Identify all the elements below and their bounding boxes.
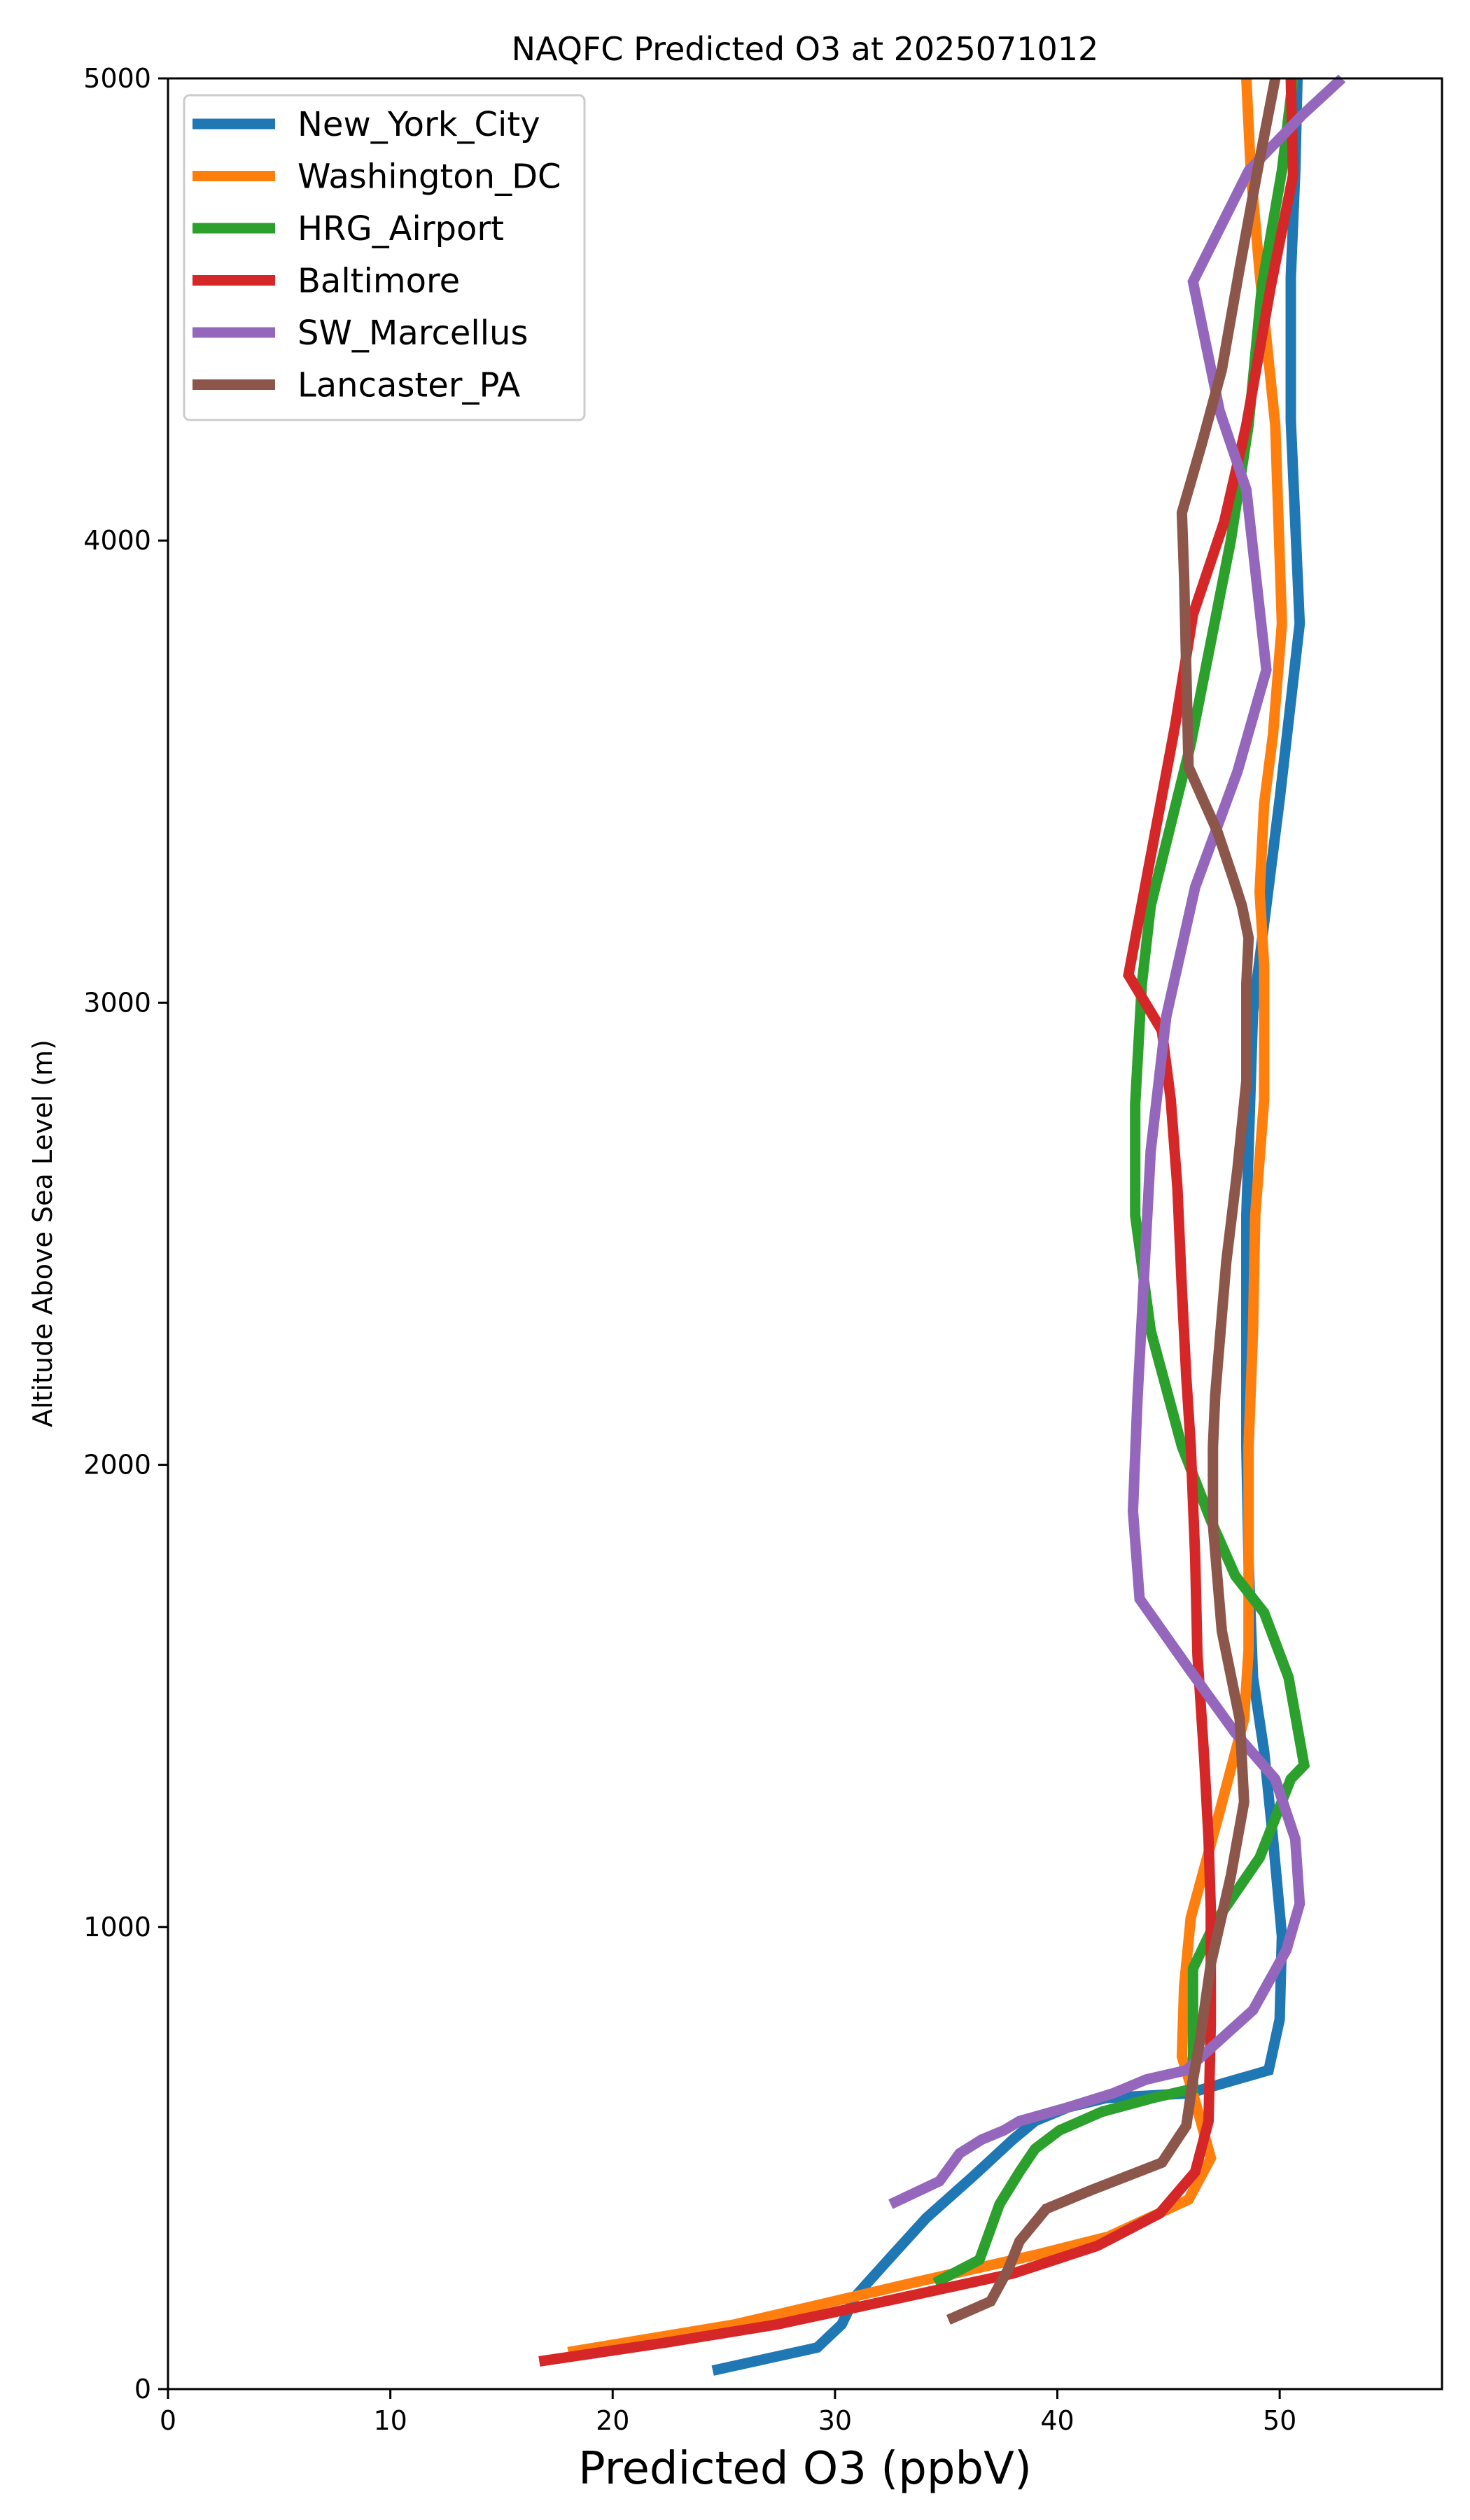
x-tick-label: 50	[1263, 2405, 1296, 2436]
chart-title: NAQFC Predicted O3 at 2025071012	[512, 30, 1099, 68]
x-axis-title: Predicted O3 (ppbV)	[578, 2443, 1032, 2495]
legend-label: Washington_DC	[298, 158, 561, 197]
plot-frame	[167, 77, 1443, 2390]
x-tick-label: 10	[373, 2405, 407, 2436]
y-tick-label: 3000	[83, 987, 151, 1018]
y-axis: 0 1000 2000 3000 4000 5000	[83, 63, 168, 2404]
y-tick-label: 2000	[83, 1450, 151, 1480]
legend-box	[183, 94, 586, 421]
x-tick-label: 40	[1040, 2405, 1074, 2436]
x-tick-label: 20	[596, 2405, 629, 2436]
series-line-baltimore	[538, 78, 1298, 2367]
series-line-lancaster-pa	[946, 77, 1281, 2325]
legend-label: Baltimore	[298, 262, 460, 301]
legend-label: HRG_Airport	[298, 209, 504, 248]
legend-label: New_York_City	[298, 105, 540, 144]
x-axis: 0 10 20 30 40 50	[160, 2389, 1296, 2436]
x-tick-label: 0	[160, 2405, 176, 2436]
y-tick-label: 5000	[83, 63, 151, 94]
series-line-hrg-airport	[932, 78, 1310, 2288]
y-axis-title: Altitude Above Sea Level (m)	[27, 1040, 58, 1427]
legend: New_York_City Washington_DC HRG_Airport Bal…	[183, 94, 586, 421]
y-tick-label: 0	[134, 2374, 151, 2404]
y-tick-label: 1000	[83, 1912, 151, 1942]
series-line-new-york-city	[711, 78, 1306, 2376]
legend-label: SW_Marcellus	[298, 314, 528, 353]
y-tick-label: 4000	[83, 525, 151, 556]
legend-label: Lancaster_PA	[298, 366, 520, 405]
series-layer	[538, 74, 1346, 2376]
x-tick-label: 30	[818, 2405, 852, 2436]
